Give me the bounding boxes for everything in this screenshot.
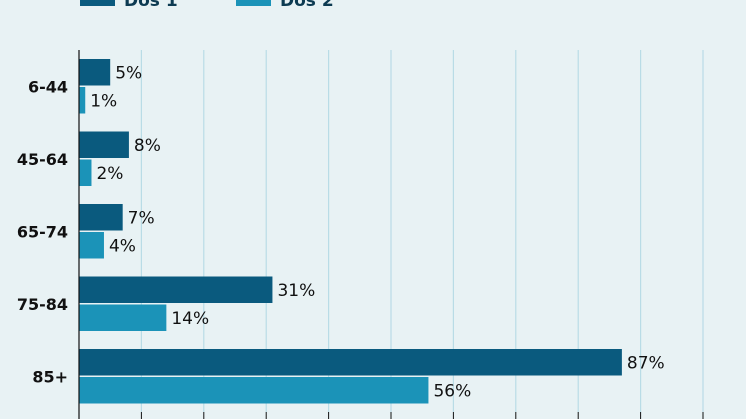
value-label-dos-2-45-64: 2% <box>96 164 123 184</box>
category-label-85+: 85+ <box>32 367 68 386</box>
legend-swatch-dos-1 <box>80 0 115 6</box>
category-label-45-64: 45-64 <box>17 150 68 169</box>
value-label-dos-1-6-44: 5% <box>115 63 142 83</box>
bar-dos-1-85+ <box>79 349 622 376</box>
category-label-65-74: 65-74 <box>17 222 68 241</box>
value-label-dos-1-45-64: 8% <box>134 136 161 156</box>
legend-swatch-dos-2 <box>236 0 271 6</box>
category-label-75-84: 75-84 <box>17 295 68 314</box>
bar-dos-1-65-74 <box>79 204 123 231</box>
bar-dos-2-75-84 <box>79 304 167 331</box>
category-labels: 6-44 45-64 65-74 75-84 85+ <box>17 77 68 386</box>
bar-dos-2-45-64 <box>79 159 92 186</box>
category-label-6-44: 6-44 <box>28 77 68 96</box>
value-label-dos-2-65-74: 4% <box>109 236 136 256</box>
bar-dos-1-6-44 <box>79 59 111 86</box>
bar-dos-1-75-84 <box>79 276 273 303</box>
value-label-dos-1-75-84: 31% <box>277 281 315 301</box>
legend-label-dos-1: Dos 1 <box>124 0 178 11</box>
value-label-dos-1-85+: 87% <box>627 353 665 373</box>
value-label-dos-1-65-74: 7% <box>128 208 155 228</box>
value-labels: 5% 1% 8% 2% 7% 4% 31% 14% 87% 56% <box>90 63 664 401</box>
value-label-dos-2-75-84: 14% <box>171 309 209 329</box>
bar-dos-1-45-64 <box>79 131 129 158</box>
bar-dos-2-6-44 <box>79 87 86 114</box>
legend: Dos 1 Dos 2 <box>80 0 334 11</box>
value-label-dos-2-85+: 56% <box>433 381 471 401</box>
bar-dos-2-65-74 <box>79 232 104 259</box>
legend-label-dos-2: Dos 2 <box>280 0 334 11</box>
bars <box>79 59 622 404</box>
bar-dos-2-85+ <box>79 377 429 404</box>
value-label-dos-2-6-44: 1% <box>90 91 117 111</box>
